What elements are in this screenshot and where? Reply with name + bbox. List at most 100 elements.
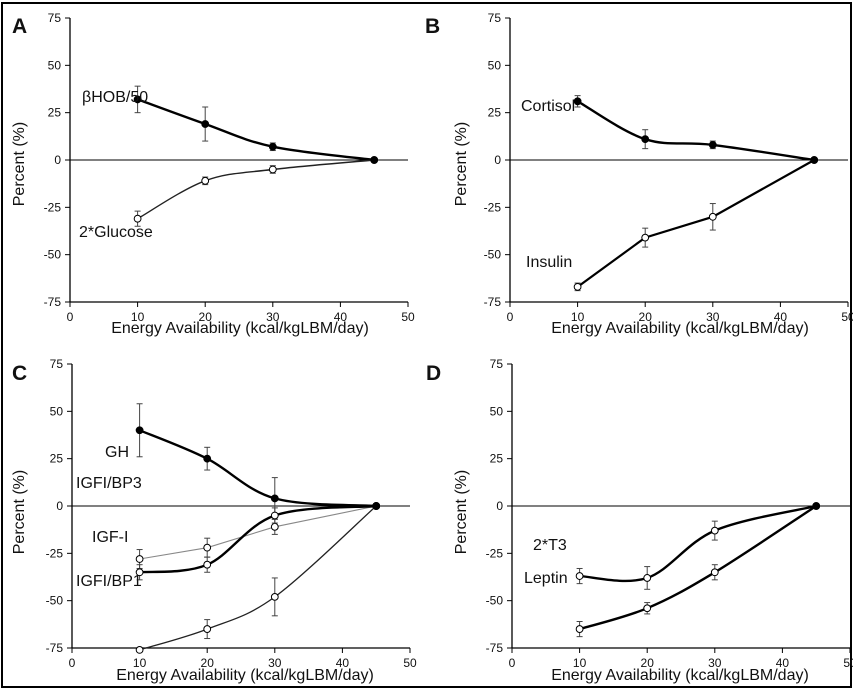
data-point [370,156,379,164]
data-point [135,555,144,563]
data-point [641,233,650,242]
x-tick-label: 20 [199,310,213,324]
panel-B: B 0 10 20 30 40 50 75 50 25 0 -25 -50 -75 Energy Avail… [425,11,853,337]
data-point [203,454,212,463]
y-tick-label: -75 [44,295,62,309]
x-axis-label: Energy Availability (kcal/kgLBM/day) [551,667,809,684]
series-label: IGFI/BP1 [76,573,142,590]
panel-letter: B [425,15,440,38]
series-label: 2*T3 [533,537,567,554]
series-leptin: Leptin [524,502,821,638]
y-tick-label: -75 [486,641,504,655]
data-point [573,282,582,291]
y-tick-label: 50 [50,404,64,418]
y-tick-label: -50 [486,594,504,608]
y-tick-label: 0 [56,499,63,513]
y-tick-label: 25 [490,452,504,466]
data-point [573,97,582,106]
x-tick-label: 40 [776,656,790,670]
x-tick-label: 30 [706,310,720,324]
series-line [137,98,375,162]
y-tick-label: -50 [484,248,502,262]
x-tick-label: 30 [708,656,722,670]
y-axis-label: Percent (%) [453,122,470,206]
x-tick-label: 10 [573,656,587,670]
x-axis-label: Energy Availability (kcal/kgLBM/day) [111,320,369,337]
data-point [268,142,277,151]
data-point [270,511,279,520]
y-tick-label: 25 [488,106,502,120]
data-point [641,135,650,144]
data-point [372,502,381,510]
x-tick-label: 50 [401,310,415,324]
data-point [201,176,210,185]
x-tick-label: 20 [639,310,653,324]
series--hob-50: βHOB/50 [82,85,379,164]
y-tick-label: 25 [48,106,62,120]
series-2-glucose: 2*Glucose [79,156,379,241]
panel-letter: C [12,362,27,385]
series-label: GH [105,444,129,461]
series-label: Insulin [526,254,572,271]
x-tick-label: 0 [67,310,74,324]
y-tick-label: -25 [484,200,502,214]
data-point [708,140,717,149]
series-line [139,505,377,651]
panel-C: C 0 10 20 30 40 50 75 50 25 0 -25 -50 -75 Energy Avail… [11,357,417,684]
y-tick-label: 75 [490,357,504,371]
data-point [135,568,144,577]
x-tick-label: 20 [201,656,215,670]
x-tick-label: 50 [403,656,417,670]
x-tick-label: 20 [641,656,655,670]
data-point [643,574,652,582]
x-axis-label: Energy Availability (kcal/kgLBM/day) [551,320,809,337]
data-point [710,526,719,535]
y-tick-label: -25 [486,546,504,560]
series-igf-i: IGF-I [92,502,381,581]
data-point [268,165,277,174]
x-tick-label: 10 [133,656,147,670]
data-point [201,120,210,128]
series-cortisol: Cortisol [521,95,819,164]
data-point [203,543,212,552]
x-tick-label: 10 [131,310,145,324]
series-insulin: Insulin [526,156,819,292]
y-axis-label: Percent (%) [11,122,28,206]
data-point [643,604,652,613]
series-label: βHOB/50 [82,89,148,106]
y-tick-label: 0 [496,499,503,513]
panel-A: A 0 10 20 30 40 50 75 50 25 0 -25 -50 -75 Energy Avail… [11,11,415,337]
y-tick-label: 50 [48,58,62,72]
x-tick-label: 30 [268,656,282,670]
y-tick-label: -75 [46,641,64,655]
data-point [270,494,279,503]
series-label: 2*Glucose [79,224,153,241]
data-point [133,95,142,104]
y-tick-label: 75 [50,357,64,371]
data-point [203,625,212,633]
x-tick-label: 40 [336,656,350,670]
y-tick-label: -50 [44,248,62,262]
series-line [139,429,377,508]
series-line [579,504,817,583]
data-point [203,560,212,569]
x-tick-label: 0 [69,656,76,670]
data-point [812,502,821,510]
y-axis-label: Percent (%) [453,470,470,554]
panel-letter: A [12,15,27,38]
y-tick-label: 0 [54,153,61,167]
series-gh: GH [105,403,381,520]
y-tick-label: -25 [44,200,62,214]
series-label: IGFI/BP3 [76,475,142,492]
x-axis-label: Energy Availability (kcal/kgLBM/day) [116,667,374,684]
y-axis-label: Percent (%) [11,470,28,554]
series-line [577,100,815,162]
x-tick-label: 40 [334,310,348,324]
x-tick-label: 50 [843,656,853,670]
y-tick-label: -75 [484,295,502,309]
panel-letter: D [426,362,441,385]
y-tick-label: 25 [50,452,64,466]
data-point [270,592,279,601]
panel-D: D 0 10 20 30 40 50 75 50 25 0 -25 -50 -75 Energy Avail… [426,357,853,684]
series-line [137,159,375,220]
